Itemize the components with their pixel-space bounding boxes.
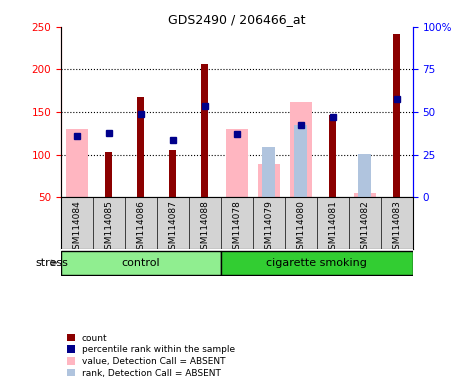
- Text: GSM114082: GSM114082: [360, 200, 369, 255]
- Legend: count, percentile rank within the sample, value, Detection Call = ABSENT, rank, : count, percentile rank within the sample…: [66, 332, 237, 379]
- Bar: [329, 115, 336, 197]
- Text: GSM114087: GSM114087: [168, 200, 177, 255]
- Text: GSM114079: GSM114079: [265, 200, 273, 255]
- Bar: [289, 102, 312, 197]
- FancyBboxPatch shape: [221, 251, 413, 275]
- Text: GSM114084: GSM114084: [72, 200, 82, 255]
- Text: GSM114088: GSM114088: [200, 200, 209, 255]
- Text: GSM114080: GSM114080: [296, 200, 305, 255]
- Bar: [66, 129, 88, 197]
- Bar: [201, 65, 208, 197]
- Bar: [169, 151, 176, 197]
- Bar: [295, 125, 307, 197]
- Bar: [106, 152, 113, 197]
- Bar: [257, 164, 280, 197]
- FancyBboxPatch shape: [61, 251, 221, 275]
- Text: GSM114078: GSM114078: [232, 200, 242, 255]
- Bar: [358, 154, 371, 197]
- Bar: [263, 147, 275, 197]
- Text: cigarette smoking: cigarette smoking: [266, 258, 367, 268]
- Text: GSM114083: GSM114083: [392, 200, 401, 255]
- Text: GSM114085: GSM114085: [105, 200, 113, 255]
- Text: control: control: [121, 258, 160, 268]
- Title: GDS2490 / 206466_at: GDS2490 / 206466_at: [168, 13, 306, 26]
- Text: stress: stress: [35, 258, 68, 268]
- Text: GSM114086: GSM114086: [136, 200, 145, 255]
- Text: GSM114081: GSM114081: [328, 200, 337, 255]
- Bar: [354, 193, 376, 197]
- Bar: [393, 34, 400, 197]
- Bar: [226, 129, 248, 197]
- Bar: [137, 97, 144, 197]
